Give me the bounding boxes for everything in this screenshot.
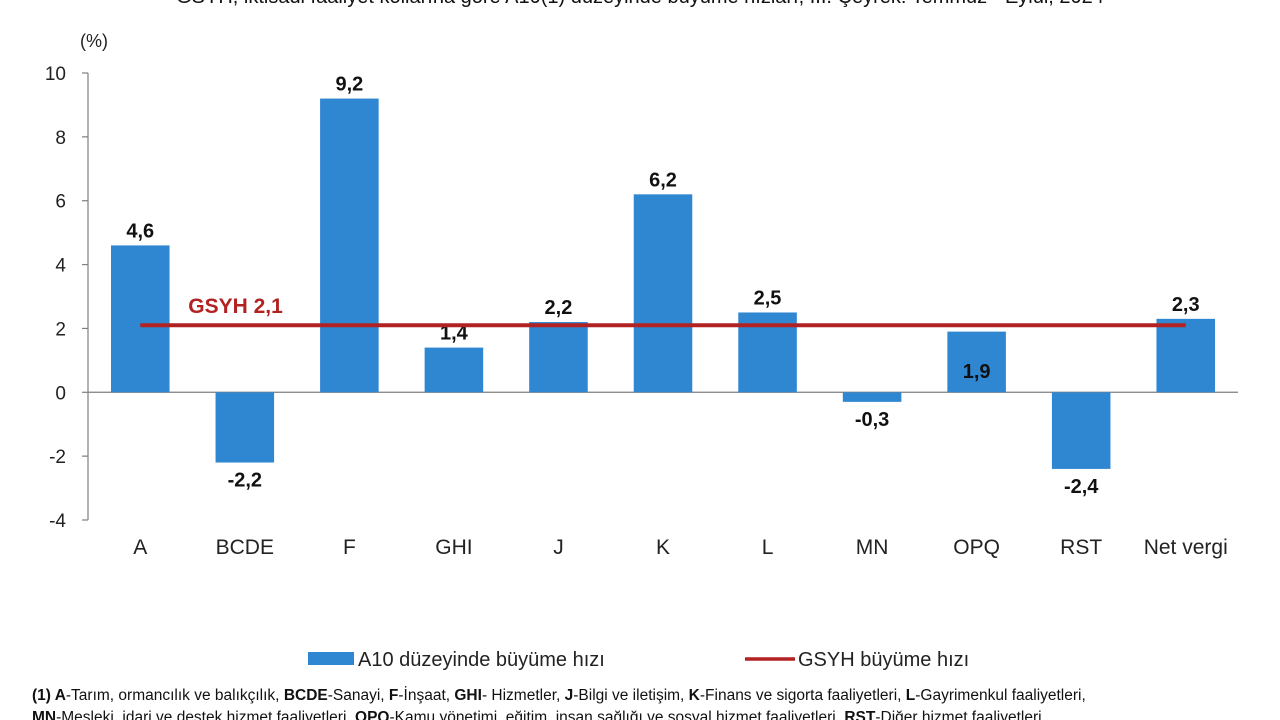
footnote-code: GHI xyxy=(454,687,482,704)
x-category-label: K xyxy=(656,536,670,559)
y-tick-label: -4 xyxy=(49,511,66,532)
bar-ghi xyxy=(424,347,484,393)
footnote-text: -Sanayi, xyxy=(327,687,389,704)
chart-title: GSYH, iktisadi faaliyet kollarına göre A… xyxy=(176,0,1104,8)
footnote-text: -Bilgi ve iletişim, xyxy=(573,687,689,704)
bar-a xyxy=(111,245,170,393)
y-tick-label: 2 xyxy=(55,319,66,340)
footnote-text: -Kamu yönetimi, eğitim, insan sağlığı ve… xyxy=(389,709,845,720)
bar-k xyxy=(633,194,693,393)
footnote-text: -Diğer hizmet faaliyetleri xyxy=(875,709,1042,720)
x-category-label: L xyxy=(762,536,774,559)
x-category-label: GHI xyxy=(435,536,472,559)
data-label: -0,3 xyxy=(855,409,889,431)
footnote-text: -Finans ve sigorta faaliyetleri, xyxy=(699,687,906,704)
data-label: 1,4 xyxy=(440,323,469,345)
footnote-text: - Hizmetler, xyxy=(481,687,565,704)
x-category-label: RST xyxy=(1060,536,1102,559)
footnote-text: -Mesleki, idari ve destek hizmet faaliye… xyxy=(56,709,356,720)
y-tick-label: 10 xyxy=(45,64,66,85)
footnote-code: BCDE xyxy=(283,687,328,704)
data-label: -2,2 xyxy=(228,470,262,492)
y-tick-label: 6 xyxy=(55,192,66,213)
footnote: (1) A-Tarım, ormancılık ve balıkçılık, B… xyxy=(32,685,1262,720)
y-axis-unit-label: (%) xyxy=(80,31,108,51)
footnote-code: OPQ xyxy=(355,709,390,720)
footnote-code: F xyxy=(388,687,399,704)
y-tick-label: 0 xyxy=(55,383,66,404)
legend-swatch-bars xyxy=(308,652,354,665)
footnote-code: K xyxy=(688,687,700,704)
data-label: 2,2 xyxy=(545,297,573,319)
bar-bcde xyxy=(215,392,275,463)
bar-opq xyxy=(947,331,1006,393)
bar-f xyxy=(320,98,379,393)
footnote-line-2: MN-Mesleki, idari ve destek hizmet faali… xyxy=(32,707,1262,720)
data-label: -2,4 xyxy=(1064,476,1099,498)
footnote-code: L xyxy=(905,687,916,704)
footnote-text: -İnşaat, xyxy=(398,687,455,704)
data-label: 2,3 xyxy=(1172,294,1200,316)
x-category-label: OPQ xyxy=(953,536,1000,559)
x-category-label: MN xyxy=(856,536,889,559)
data-label: 9,2 xyxy=(335,74,363,96)
x-category-label: BCDE xyxy=(216,536,274,559)
bar-j xyxy=(529,322,588,393)
footnote-text: -Tarım, ormancılık ve balıkçılık, xyxy=(65,687,284,704)
y-tick-label: -2 xyxy=(49,447,66,468)
footnote-code: A xyxy=(54,687,66,704)
footnote-code: RST xyxy=(844,709,876,720)
y-tick-label: 8 xyxy=(55,128,66,149)
footnote-code: J xyxy=(564,687,574,704)
x-category-label: F xyxy=(343,536,356,559)
bar-rst xyxy=(1051,392,1111,469)
data-label: 4,6 xyxy=(126,220,154,242)
x-category-label: A xyxy=(133,536,147,559)
bar-mn xyxy=(842,392,902,402)
footnote-marker: (1) xyxy=(32,687,55,704)
legend: A10 düzeyinde büyüme hızı GSYH büyüme hı… xyxy=(308,649,969,671)
data-label: 6,2 xyxy=(649,169,677,191)
data-label: 2,5 xyxy=(754,287,782,309)
reference-line-label: GSYH 2,1 xyxy=(188,295,283,318)
y-tick-label: 4 xyxy=(55,256,66,277)
bar-net-vergi xyxy=(1156,318,1215,393)
footnote-text: -Gayrimenkul faaliyetleri, xyxy=(915,687,1086,704)
footnote-line-1: (1) A-Tarım, ormancılık ve balıkçılık, B… xyxy=(32,685,1262,707)
plot-area: -4 -2 0 2 4 6 8 10 A 4,6 BCDE -2,2 F 9,2 GHI 1,4 J 2,2 K 6,… xyxy=(45,64,1238,559)
x-category-label: Net vergi xyxy=(1144,536,1228,559)
footnote-code: MN xyxy=(32,709,57,720)
x-category-label: J xyxy=(553,536,564,559)
data-label: 1,9 xyxy=(963,361,991,383)
legend-label-bars: A10 düzeyinde büyüme hızı xyxy=(358,649,605,671)
legend-label-line: GSYH büyüme hızı xyxy=(798,649,969,671)
